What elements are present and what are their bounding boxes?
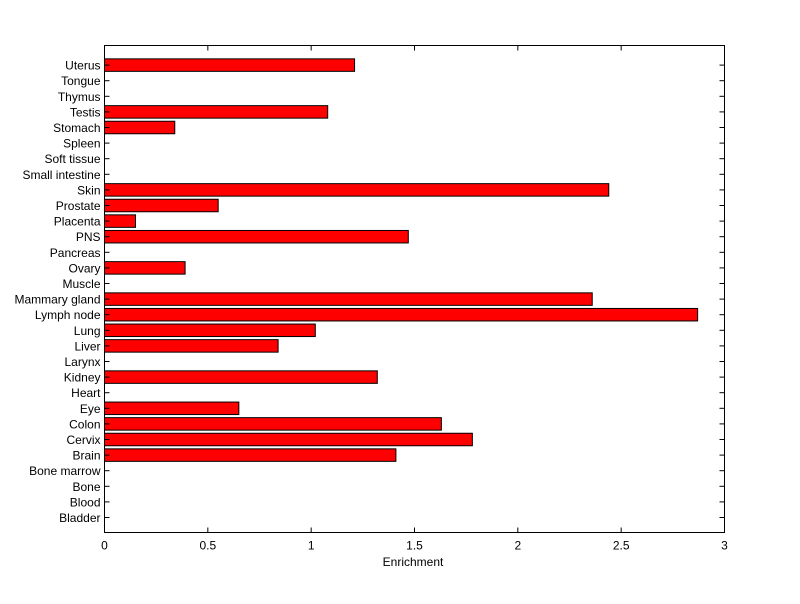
y-tick-label-eye: Eye bbox=[80, 402, 101, 416]
bar-testis bbox=[104, 105, 329, 119]
y-tick-label-soft-tissue: Soft tissue bbox=[44, 152, 100, 166]
bar-skin bbox=[104, 183, 610, 197]
bar-uterus bbox=[104, 58, 356, 72]
x-tick-label: 2 bbox=[514, 539, 521, 553]
bar-lung bbox=[104, 323, 316, 338]
y-tick-label-heart: Heart bbox=[71, 386, 101, 400]
x-tick-label: 0 bbox=[101, 539, 108, 553]
x-tick-label: 1 bbox=[308, 539, 315, 553]
bar-stomach bbox=[104, 120, 176, 135]
bars-group bbox=[104, 58, 699, 462]
bar-ovary bbox=[104, 261, 186, 275]
bar-mammary-gland bbox=[104, 292, 593, 306]
y-tick-label-larynx: Larynx bbox=[64, 355, 100, 369]
y-tick-label-lung: Lung bbox=[74, 324, 101, 338]
y-tick-label-bone-marrow: Bone marrow bbox=[29, 464, 101, 478]
x-ticks-group: 0 0.5 1 1.5 2 2.5 3 bbox=[101, 45, 728, 553]
y-tick-label-prostate: Prostate bbox=[56, 199, 101, 213]
bar-eye bbox=[104, 401, 240, 416]
bar-lymph-node bbox=[104, 307, 699, 322]
bar-colon bbox=[104, 417, 442, 431]
y-tick-label-testis: Testis bbox=[70, 105, 101, 119]
y-tick-label-thymus: Thymus bbox=[58, 90, 101, 104]
y-tick-label-bladder: Bladder bbox=[59, 511, 100, 525]
y-tick-label-spleen: Spleen bbox=[63, 137, 100, 151]
bar-liver bbox=[104, 339, 279, 353]
y-tick-label-stomach: Stomach bbox=[53, 121, 100, 135]
y-tick-label-skin: Skin bbox=[77, 183, 100, 197]
y-tick-label-ovary: Ovary bbox=[68, 261, 100, 275]
y-tick-label-cervix: Cervix bbox=[66, 433, 100, 447]
x-tick-label: 3 bbox=[721, 539, 728, 553]
y-tick-label-pns: PNS bbox=[76, 230, 101, 244]
y-tick-label-placenta: Placenta bbox=[54, 215, 101, 229]
y-tick-label-kidney: Kidney bbox=[64, 371, 101, 385]
y-tick-label-mammary-gland: Mammary gland bbox=[14, 293, 100, 307]
y-tick-label-liver: Liver bbox=[74, 339, 100, 353]
x-tick-label: 0.5 bbox=[199, 539, 216, 553]
x-axis-label: Enrichment bbox=[383, 555, 444, 569]
y-tick-label-small-intestine: Small intestine bbox=[22, 168, 100, 182]
y-tick-label-colon: Colon bbox=[69, 417, 100, 431]
y-tick-label-muscle: Muscle bbox=[62, 277, 100, 291]
x-tick-label: 1.5 bbox=[406, 539, 423, 553]
bar-kidney bbox=[104, 370, 378, 384]
bar-prostate bbox=[104, 198, 219, 213]
bar-brain bbox=[104, 448, 397, 462]
bar-pns bbox=[104, 229, 409, 244]
y-tick-label-pancreas: Pancreas bbox=[50, 246, 101, 260]
y-tick-label-bone: Bone bbox=[72, 480, 100, 494]
y-tick-label-brain: Brain bbox=[72, 449, 100, 463]
y-tick-label-blood: Blood bbox=[70, 495, 101, 509]
y-tick-label-tongue: Tongue bbox=[61, 74, 101, 88]
y-tick-label-lymph-node: Lymph node bbox=[35, 308, 101, 322]
x-tick-label: 2.5 bbox=[613, 539, 630, 553]
bar-cervix bbox=[104, 432, 473, 447]
y-tick-label-uterus: Uterus bbox=[65, 59, 100, 73]
